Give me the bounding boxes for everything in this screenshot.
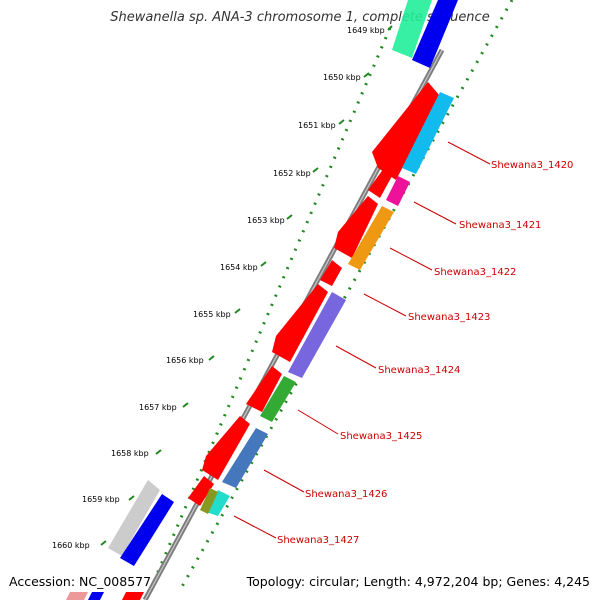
tick-group: 1649 kbp 1650 kbp 1651 kbp 1652 kbp 1653… — [52, 25, 393, 550]
tick-mark — [155, 449, 162, 455]
gene-red-5[interactable] — [272, 284, 328, 362]
tick-mark — [312, 167, 319, 173]
gene-red-3[interactable] — [334, 196, 378, 258]
gene-top-blue[interactable] — [412, 0, 458, 68]
gene-label[interactable]: Shewana3_1425 — [340, 431, 422, 442]
leader-line — [263, 469, 305, 493]
tick-label: 1659 kbp — [82, 495, 120, 504]
gene-red-6[interactable] — [246, 366, 282, 412]
leader-line — [363, 293, 407, 317]
gene-bottom-pink[interactable] — [66, 592, 88, 600]
gene-label[interactable]: Shewana3_1426 — [305, 489, 387, 500]
tick-mark — [286, 214, 293, 220]
tick-label: 1653 kbp — [247, 216, 285, 225]
tick-mark — [100, 540, 107, 546]
gene-label[interactable]: Shewana3_1423 — [408, 312, 490, 323]
tick-mark — [338, 119, 345, 125]
inner-dotted-ring — [177, 0, 514, 593]
tick-mark — [363, 72, 370, 78]
gene-shewana3-1424[interactable] — [260, 376, 296, 422]
leader-line — [413, 201, 457, 225]
gene-label[interactable]: Shewana3_1424 — [378, 365, 460, 376]
tick-mark — [234, 308, 241, 314]
tick-mark — [208, 355, 215, 361]
tick-mark — [128, 495, 135, 501]
gene-shewana3-1421[interactable] — [386, 176, 410, 206]
gene-shewana3-1423[interactable] — [288, 292, 346, 378]
gene-label[interactable]: Shewana3_1420 — [491, 160, 573, 171]
outer-dotted-ring — [144, 27, 392, 600]
tick-label: 1657 kbp — [139, 403, 177, 412]
gene-label[interactable]: Shewana3_1421 — [459, 220, 541, 231]
gene-label[interactable]: Shewana3_1422 — [434, 267, 516, 278]
gene-shewana3-1425[interactable] — [222, 428, 268, 488]
gene-shewana3-1422[interactable] — [348, 206, 394, 270]
gene-red-2[interactable] — [368, 168, 392, 198]
gene-top-spring[interactable] — [392, 0, 432, 58]
tick-label: 1654 kbp — [220, 263, 258, 272]
accession-text: Accession: NC_008577 — [9, 574, 152, 589]
tick-mark — [182, 402, 189, 408]
leader-line — [447, 141, 491, 165]
gene-silver[interactable] — [108, 480, 160, 556]
gene-red-4[interactable] — [320, 260, 342, 286]
gene-red-1[interactable] — [372, 82, 440, 180]
map-title: Shewanella sp. ANA-3 chromosome 1, compl… — [110, 10, 490, 25]
leader-line — [389, 247, 433, 271]
topology-text: Topology: circular; Length: 4,972,204 bp… — [246, 574, 590, 589]
gene-red-8[interactable] — [188, 476, 214, 506]
gene-label[interactable]: Shewana3_1427 — [277, 535, 359, 546]
tick-label: 1649 kbp — [347, 26, 385, 35]
gene-shewana3-1427[interactable] — [200, 488, 218, 514]
tick-label: 1652 kbp — [273, 169, 311, 178]
tick-mark — [260, 261, 267, 267]
leader-line — [297, 409, 339, 435]
gene-blue-lower[interactable] — [120, 494, 174, 566]
gene-bottom-red[interactable] — [122, 592, 144, 600]
tick-label: 1650 kbp — [323, 73, 361, 82]
tick-label: 1655 kbp — [193, 310, 231, 319]
leader-line — [233, 515, 277, 539]
tick-label: 1651 kbp — [298, 121, 336, 130]
tick-label: 1658 kbp — [111, 449, 149, 458]
tick-label: 1660 kbp — [52, 541, 90, 550]
gene-red-7[interactable] — [202, 416, 250, 480]
tick-label: 1656 kbp — [166, 356, 204, 365]
gene-shewana3-1426[interactable] — [206, 490, 230, 516]
leader-line — [335, 345, 377, 369]
tick-mark — [387, 25, 393, 31]
gene-bottom-blue[interactable] — [88, 592, 104, 600]
gene-shewana3-1420[interactable] — [402, 92, 454, 174]
